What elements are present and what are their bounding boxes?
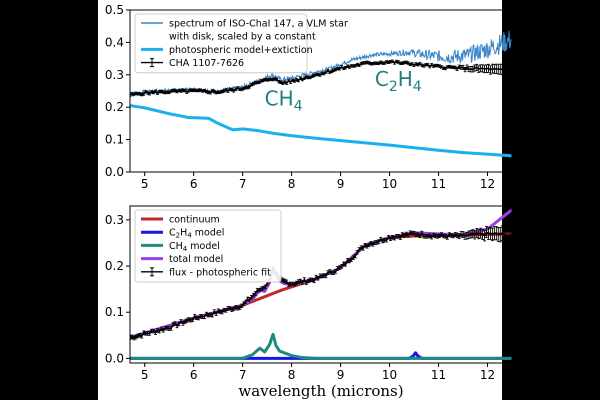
legend: spectrum of ISO-ChaI 147, a VLM star with… <box>134 13 348 74</box>
x-tick-label: 9 <box>337 368 345 382</box>
x-tick-label: 9 <box>337 177 345 191</box>
panel-2: 5 6 7 8 9 10 11 12 0.0 0.1 0.2 0.3 flux (mJy) wavelen… <box>80 205 513 400</box>
x-tick-label: 10 <box>382 177 397 191</box>
y-axis-label: flux (mJy) <box>80 250 96 318</box>
legend-label: CHA 1107-7626 <box>169 58 244 69</box>
plot-area-1 <box>130 30 512 158</box>
y-tick-label: 0.5 <box>105 3 124 17</box>
x-tick-label: 6 <box>190 368 198 382</box>
series-photospheric-model-extiction <box>130 104 512 158</box>
subscript: 2 <box>389 79 398 95</box>
y-tick-label: 0.1 <box>105 133 124 147</box>
panel-1: 5 6 7 8 9 10 11 12 0.0 0.1 0.2 0.3 0.4 0.5 flux (mJy) C… <box>80 3 513 191</box>
legend-label: CH4 model <box>169 241 220 253</box>
legend-label: flux - photospheric fit <box>169 267 271 278</box>
plot-area-2 <box>130 208 512 360</box>
y-tick-label: 0.3 <box>105 213 124 227</box>
x-tick-label: 10 <box>382 368 397 382</box>
y-tick-label: 0.2 <box>105 259 124 273</box>
x-tick-label: 11 <box>431 177 446 191</box>
y-axis-label: flux (mJy) <box>80 57 96 125</box>
series-flux-photospheric-fit <box>130 225 512 341</box>
series-ch4-model <box>130 332 512 360</box>
axes-frame <box>129 205 513 364</box>
series-cha-1107-7626-line <box>130 60 512 96</box>
x-tick-label: 5 <box>141 177 149 191</box>
legend-label: spectrum of ISO-ChaI 147, a VLM star <box>169 19 348 30</box>
legend-box <box>134 13 308 74</box>
x-tick-label: 7 <box>239 368 247 382</box>
legend-label: continuum <box>169 215 220 226</box>
y-tick-label: 0.2 <box>105 100 124 114</box>
legend-box <box>134 209 282 283</box>
subscript: 4 <box>413 79 422 95</box>
y-tick-label: 0.1 <box>105 305 124 319</box>
series-flux-photospheric-fit-line <box>130 230 512 339</box>
axes-frame <box>129 9 513 173</box>
x-tick-label: 8 <box>288 368 296 382</box>
series-cha-1107-7626 <box>130 59 512 97</box>
x-axis-label: wavelength (microns) <box>238 382 403 400</box>
y-tick-label: 0.0 <box>105 351 124 365</box>
x-tick-label: 5 <box>141 368 149 382</box>
legend-label: C2H4 model <box>169 228 224 240</box>
x-tick-label: 12 <box>480 177 495 191</box>
legend-label: total model <box>169 254 223 265</box>
y-tick-label: 0.0 <box>105 165 124 179</box>
x-tick-label: 7 <box>239 177 247 191</box>
subscript: 4 <box>294 99 303 115</box>
x-tick-label: 8 <box>288 177 296 191</box>
y-tick-label: 0.3 <box>105 68 124 82</box>
x-tick-label: 6 <box>190 177 198 191</box>
x-tick-label: 11 <box>431 368 446 382</box>
y-tick-label: 0.4 <box>105 35 124 49</box>
legend-label: with disk, scaled by a constant <box>169 32 316 43</box>
x-tick-label: 12 <box>480 368 495 382</box>
legend-label: photospheric model+extiction <box>169 45 313 56</box>
formula-part: H <box>398 67 413 91</box>
